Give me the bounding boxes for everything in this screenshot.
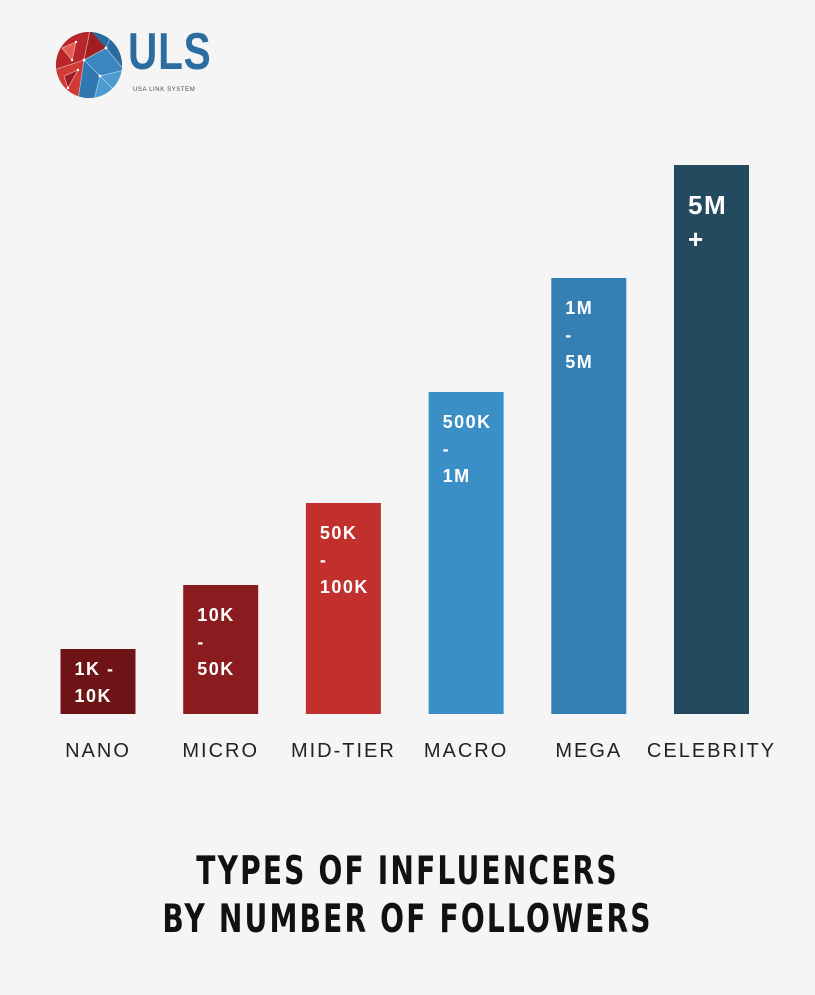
category-label-celebrity: CELEBRITY (647, 740, 776, 762)
data-label-mid-tier-2: 100K (320, 577, 369, 597)
data-label-macro-0: 500K (443, 412, 492, 432)
data-label-macro-1: - (443, 439, 451, 459)
logo: ULS USA LINK SYSTEM (54, 26, 224, 100)
chart-title: TYPES OF INFLUENCERS BY NUMBER OF FOLLOW… (114, 848, 701, 944)
bar-mid-tier (305, 503, 381, 714)
bar-chart: 1K - 10K NANO 10K - 50K MICRO 50K - 100K MID-TIER 5… (60, 165, 776, 762)
data-label-mid-tier-1: - (320, 550, 328, 570)
bar-celebrity (674, 165, 749, 714)
data-label-nano-0: 1K - (75, 659, 115, 679)
category-label-nano: NANO (65, 740, 131, 762)
data-label-micro-0: 10K (197, 605, 235, 625)
bar-mega (551, 278, 627, 714)
data-label-mid-tier-0: 50K (320, 523, 358, 543)
bar-micro (183, 585, 259, 714)
globe-icon (56, 32, 122, 98)
data-label-mega-1: - (565, 325, 573, 345)
data-label-celebrity-0: 5M (688, 190, 727, 220)
category-label-mega: MEGA (555, 740, 622, 762)
data-label-celebrity-1: + (688, 224, 705, 254)
data-label-micro-1: - (197, 632, 205, 652)
data-label-macro-2: 1M (443, 466, 471, 486)
data-label-micro-2: 50K (197, 659, 235, 679)
bar-macro (428, 392, 504, 714)
category-label-micro: MICRO (182, 740, 259, 762)
data-label-mega-0: 1M (565, 298, 593, 318)
data-label-mega-2: 5M (565, 352, 593, 372)
bar-nano (60, 649, 136, 714)
logo-wordmark: ULS (128, 23, 212, 81)
chart-title-line-1: TYPES OF INFLUENCERS (196, 849, 619, 894)
category-label-macro: MACRO (424, 740, 508, 762)
chart-title-line-2: BY NUMBER OF FOLLOWERS (162, 897, 653, 942)
data-label-nano-1: 10K (75, 686, 113, 706)
logo-subtitle: USA LINK SYSTEM (133, 87, 196, 93)
category-label-mid-tier: MID-TIER (291, 740, 396, 762)
